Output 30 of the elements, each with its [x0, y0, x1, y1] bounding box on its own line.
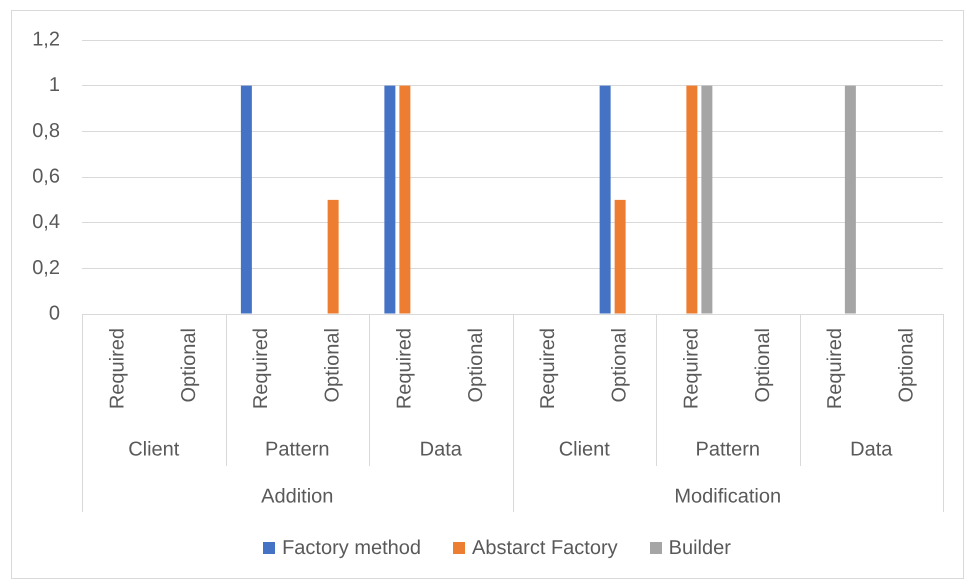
x-tick-label: Optional: [896, 328, 918, 402]
x-tick-label: Required: [680, 328, 702, 410]
x-tick-label: Required: [250, 328, 272, 410]
text: Data: [850, 438, 894, 461]
text: Client: [558, 438, 610, 461]
x-tick-label: Required: [393, 328, 416, 410]
x-tick-label: Required: [824, 328, 846, 410]
x-tick-label: Optional: [178, 328, 200, 402]
text: Modification: [674, 486, 782, 508]
legend-label: Builder: [668, 536, 731, 560]
legend-label: Factory method: [282, 536, 422, 560]
y-tick-label: 0,6: [32, 166, 60, 188]
y-tick-label: 0: [48, 302, 60, 325]
y-tick-label: 1: [48, 74, 60, 96]
text: Pattern: [265, 438, 330, 461]
y-tick-label: 0,2: [32, 256, 60, 279]
text: Data: [420, 438, 463, 461]
x-tick-label: Optional: [322, 328, 344, 402]
text: Pattern: [696, 438, 760, 461]
y-tick-label: 0,4: [32, 211, 60, 234]
text: Addition: [261, 486, 334, 508]
x-tick-label: Optional: [608, 328, 631, 402]
y-tick-label: 0,8: [32, 120, 60, 142]
x-tick-label: Required: [106, 328, 128, 410]
x-tick-label: Optional: [465, 328, 488, 402]
legend-label: Abstarct Factory: [472, 536, 618, 560]
text: Client: [128, 438, 180, 461]
x-tick-label: Optional: [752, 328, 774, 402]
y-tick-label: 1,2: [32, 28, 60, 51]
x-tick-label: Required: [536, 328, 559, 410]
